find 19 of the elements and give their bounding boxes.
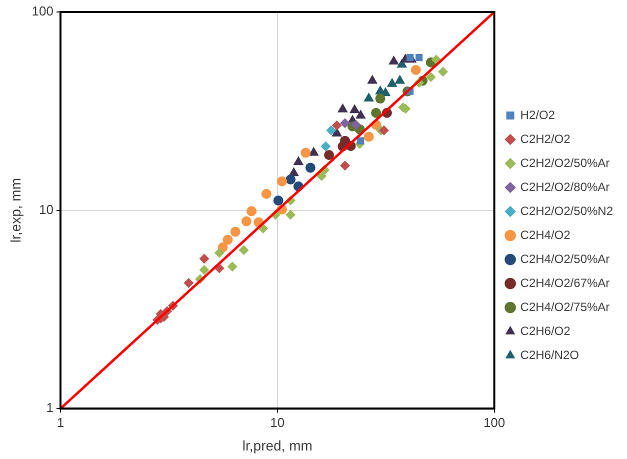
y-tick-label: 100 [32, 4, 54, 19]
x-tick-label: 100 [483, 414, 506, 430]
legend-label: C2H6/O2 [520, 324, 571, 338]
x-tick-label: 1 [56, 414, 64, 430]
legend-label: C2H2/O2/50%N2 [520, 204, 614, 218]
legend-label: C2H2/O2 [520, 132, 571, 146]
legend-label: C2H4/O2/67%Ar [520, 276, 610, 290]
legend-label: C2H2/O2/50%Ar [520, 156, 610, 170]
legend-label: C2H4/O2 [520, 228, 571, 242]
x-tick-label: 10 [270, 414, 285, 430]
y-tick-label: 10 [39, 202, 54, 217]
legend-label: C2H6/N2O [520, 348, 579, 362]
x-axis-title: lr,pred, mm [242, 437, 312, 454]
y-tick-label: 1 [46, 400, 54, 416]
legend-label: C2H2/O2/80%Ar [520, 180, 610, 194]
y-axis-title: lr,exp, mm [7, 178, 24, 243]
legend-label: C2H4/O2/75%Ar [520, 300, 610, 314]
legend-label: C2H4/O2/50%Ar [520, 252, 610, 266]
legend-label: H2/O2 [520, 108, 556, 122]
